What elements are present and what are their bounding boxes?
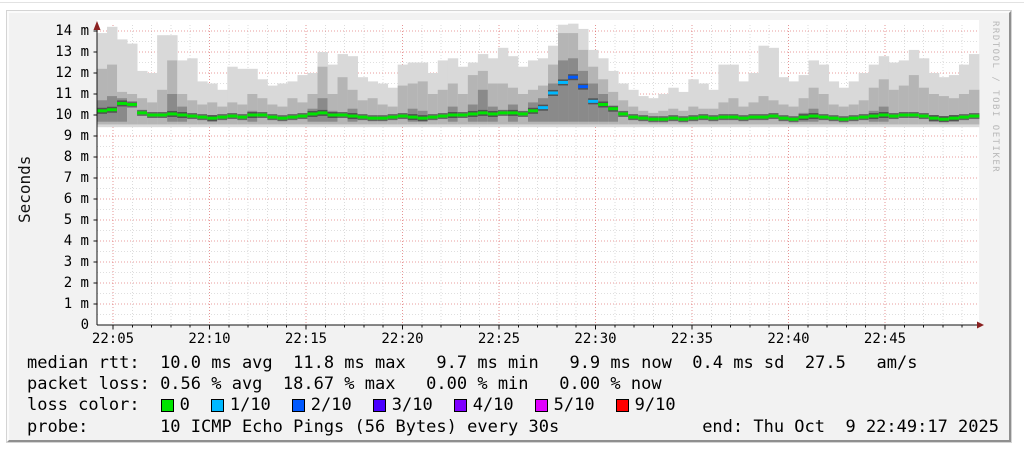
loss-level-label: 5/10 xyxy=(553,395,595,415)
probe-text: 10 ICMP Echo Pings (56 Bytes) every 30s xyxy=(88,417,560,437)
packet-loss-label: packet loss: xyxy=(27,374,150,394)
x-tick-label: 22:20 xyxy=(381,331,424,347)
y-axis-title: Seconds xyxy=(15,155,34,223)
loss-color-swatch xyxy=(615,398,629,412)
loss-level-item: 5/10 xyxy=(534,395,595,415)
x-tick-label: 22:05 xyxy=(91,331,135,347)
x-tick-label: 22:45 xyxy=(863,331,907,347)
legend-loss-color: loss color: 0 1/10 2/10 3/10 4/10 5/10 9/10 xyxy=(27,395,676,415)
y-tick-label: 12 m xyxy=(55,65,89,81)
loss-level-item: 1/10 xyxy=(210,395,271,415)
loss-level-label: 2/10 xyxy=(310,395,352,415)
rrdtool-watermark: RRDTOOL / TOBI OETIKER xyxy=(990,21,1000,174)
loss-level-label: 9/10 xyxy=(634,395,676,415)
loss-color-swatch xyxy=(372,398,386,412)
loss-color-swatch xyxy=(160,398,174,412)
page-top-divider xyxy=(0,2,1024,3)
loss-color-items: 0 1/10 2/10 3/10 4/10 5/10 9/10 xyxy=(140,395,676,415)
y-tick-label: 0 xyxy=(80,317,89,333)
y-tick-label: 13 m xyxy=(55,44,89,60)
loss-level-item: 2/10 xyxy=(291,395,352,415)
y-tick-label: 8 m xyxy=(63,149,89,165)
x-tick-label: 22:10 xyxy=(188,331,231,347)
y-tick-label: 14 m xyxy=(55,23,89,39)
x-tick-label: 22:30 xyxy=(574,331,617,347)
y-tick-label: 2 m xyxy=(63,275,89,291)
y-tick-label: 7 m xyxy=(63,170,89,186)
y-tick-label: 10 m xyxy=(55,107,89,123)
plot-area[interactable] xyxy=(93,17,987,333)
loss-level-item: 3/10 xyxy=(372,395,433,415)
y-tick-label: 4 m xyxy=(63,233,89,249)
loss-color-swatch xyxy=(291,398,305,412)
loss-level-item: 0 xyxy=(160,395,190,415)
y-tick-label: 1 m xyxy=(63,296,89,312)
median-rtt-label: median rtt: xyxy=(27,353,140,373)
y-tick-label: 11 m xyxy=(55,86,89,102)
loss-color-label: loss color: xyxy=(27,395,140,415)
loss-color-swatch xyxy=(453,398,467,412)
probe-label: probe: xyxy=(27,417,89,437)
y-tick-label: 6 m xyxy=(63,191,89,207)
loss-level-label: 3/10 xyxy=(391,395,433,415)
legend-packet-loss: packet loss: 0.56 % avg 18.67 % max 0.00… xyxy=(27,374,662,394)
loss-color-swatch xyxy=(210,398,224,412)
y-tick-label: 3 m xyxy=(63,254,89,270)
y-tick-label: 9 m xyxy=(63,128,89,144)
loss-color-swatch xyxy=(534,398,548,412)
loss-level-label: 1/10 xyxy=(229,395,271,415)
legend-median-rtt: median rtt: 10.0 ms avg 11.8 ms max 9.7 … xyxy=(27,353,917,373)
loss-level-label: 0 xyxy=(179,395,190,415)
end-timestamp: end: Thu Oct 9 22:49:17 2025 xyxy=(702,417,999,437)
x-tick-label: 22:15 xyxy=(284,331,328,347)
loss-level-label: 4/10 xyxy=(472,395,514,415)
x-tick-label: 22:35 xyxy=(670,331,714,347)
loss-level-item: 9/10 xyxy=(615,395,676,415)
x-tick-label: 22:40 xyxy=(767,331,810,347)
packet-loss-values: 0.56 % avg 18.67 % max 0.00 % min 0.00 %… xyxy=(149,374,662,394)
loss-level-item: 4/10 xyxy=(453,395,514,415)
y-tick-label: 5 m xyxy=(63,212,89,228)
legend-probe: probe: 10 ICMP Echo Pings (56 Bytes) eve… xyxy=(27,417,559,437)
x-tick-label: 22:25 xyxy=(477,331,521,347)
graph-panel: Seconds 0 1 m 2 m 3 m 4 m 5 m 6 m 7 m 8 m 9 m 10 m… xyxy=(7,11,1011,442)
median-rtt-values: 10.0 ms avg 11.8 ms max 9.7 ms min 9.9 m… xyxy=(139,353,918,373)
